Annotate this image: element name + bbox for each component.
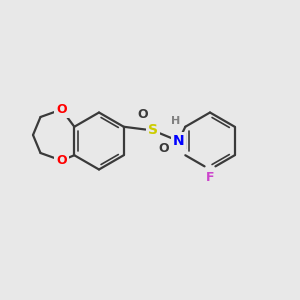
Text: O: O bbox=[158, 142, 169, 155]
Text: S: S bbox=[148, 124, 158, 137]
Text: O: O bbox=[56, 154, 67, 167]
Text: F: F bbox=[206, 171, 214, 184]
Text: N: N bbox=[173, 134, 184, 148]
Text: O: O bbox=[56, 103, 67, 116]
Text: O: O bbox=[137, 107, 148, 121]
Text: H: H bbox=[171, 116, 180, 127]
